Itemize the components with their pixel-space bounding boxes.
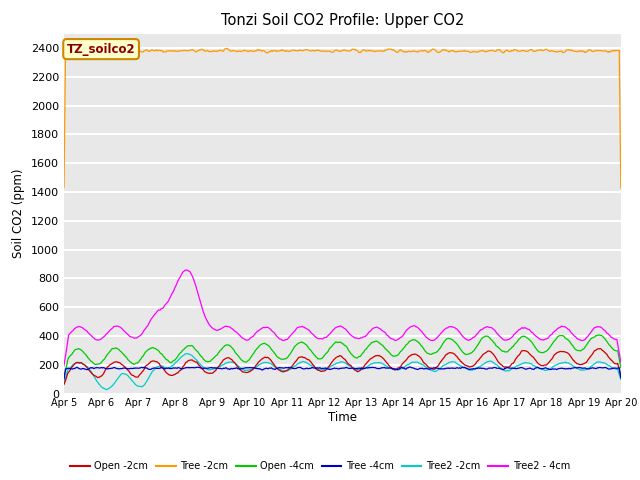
Tree2 -2cm xyxy=(215,364,223,370)
Line: Tree2 - 4cm: Tree2 - 4cm xyxy=(64,270,621,365)
Title: Tonzi Soil CO2 Profile: Upper CO2: Tonzi Soil CO2 Profile: Upper CO2 xyxy=(221,13,464,28)
Open -4cm xyxy=(214,352,221,358)
Tree -4cm xyxy=(411,366,419,372)
Tree -4cm xyxy=(617,375,625,381)
Open -2cm xyxy=(70,362,78,368)
Open -4cm xyxy=(617,365,625,371)
Tree -4cm xyxy=(428,366,435,372)
Tree -4cm xyxy=(60,376,68,382)
Tree2 - 4cm xyxy=(185,268,193,274)
Tree -4cm xyxy=(184,365,192,371)
Open -4cm xyxy=(595,332,603,338)
Open -2cm xyxy=(426,365,434,371)
Tree2 -2cm xyxy=(617,376,625,382)
Open -2cm xyxy=(410,351,418,357)
Tree2 -2cm xyxy=(186,351,193,357)
Line: Tree -2cm: Tree -2cm xyxy=(64,48,621,188)
Open -4cm xyxy=(60,374,68,380)
Tree -2cm xyxy=(60,185,68,191)
Tree2 -2cm xyxy=(60,380,68,385)
Tree2 - 4cm xyxy=(60,362,68,368)
Tree -2cm xyxy=(127,48,135,53)
Tree -4cm xyxy=(406,364,413,370)
Tree -2cm xyxy=(223,46,231,51)
Line: Tree2 -2cm: Tree2 -2cm xyxy=(64,354,621,390)
Line: Open -2cm: Open -2cm xyxy=(64,348,621,384)
Tree -2cm xyxy=(214,48,221,54)
Tree2 -2cm xyxy=(128,378,136,384)
Tree -2cm xyxy=(617,185,625,191)
Tree2 - 4cm xyxy=(428,337,435,343)
Open -4cm xyxy=(426,351,434,357)
Tree -4cm xyxy=(70,366,78,372)
Tree2 -2cm xyxy=(103,387,111,393)
X-axis label: Time: Time xyxy=(328,411,357,424)
Legend: Open -2cm, Tree -2cm, Open -4cm, Tree -4cm, Tree2 -2cm, Tree2 - 4cm: Open -2cm, Tree -2cm, Open -4cm, Tree -4… xyxy=(67,457,573,475)
Tree -4cm xyxy=(214,365,221,371)
Tree2 - 4cm xyxy=(411,323,419,329)
Text: TZ_soilco2: TZ_soilco2 xyxy=(67,43,136,56)
Tree -2cm xyxy=(184,48,192,54)
Y-axis label: Soil CO2 (ppm): Soil CO2 (ppm) xyxy=(12,169,26,258)
Tree -2cm xyxy=(70,49,78,55)
Tree2 - 4cm xyxy=(214,327,222,333)
Open -2cm xyxy=(60,382,68,387)
Tree -2cm xyxy=(428,48,435,53)
Tree2 - 4cm xyxy=(617,360,625,365)
Open -2cm xyxy=(184,358,192,364)
Open -4cm xyxy=(410,337,418,343)
Line: Tree -4cm: Tree -4cm xyxy=(64,367,621,379)
Open -4cm xyxy=(70,348,78,354)
Tree -4cm xyxy=(127,366,135,372)
Tree2 -2cm xyxy=(184,351,192,357)
Tree2 -2cm xyxy=(428,368,436,373)
Open -4cm xyxy=(184,343,192,349)
Open -2cm xyxy=(127,372,135,378)
Tree2 -2cm xyxy=(70,361,78,367)
Line: Open -4cm: Open -4cm xyxy=(64,335,621,377)
Tree2 -2cm xyxy=(412,359,419,365)
Tree -2cm xyxy=(411,48,419,54)
Tree2 - 4cm xyxy=(182,267,190,273)
Open -4cm xyxy=(127,360,135,365)
Open -2cm xyxy=(617,373,625,379)
Open -2cm xyxy=(214,365,221,371)
Open -2cm xyxy=(596,346,604,351)
Tree2 - 4cm xyxy=(127,334,135,340)
Tree2 - 4cm xyxy=(70,326,78,332)
